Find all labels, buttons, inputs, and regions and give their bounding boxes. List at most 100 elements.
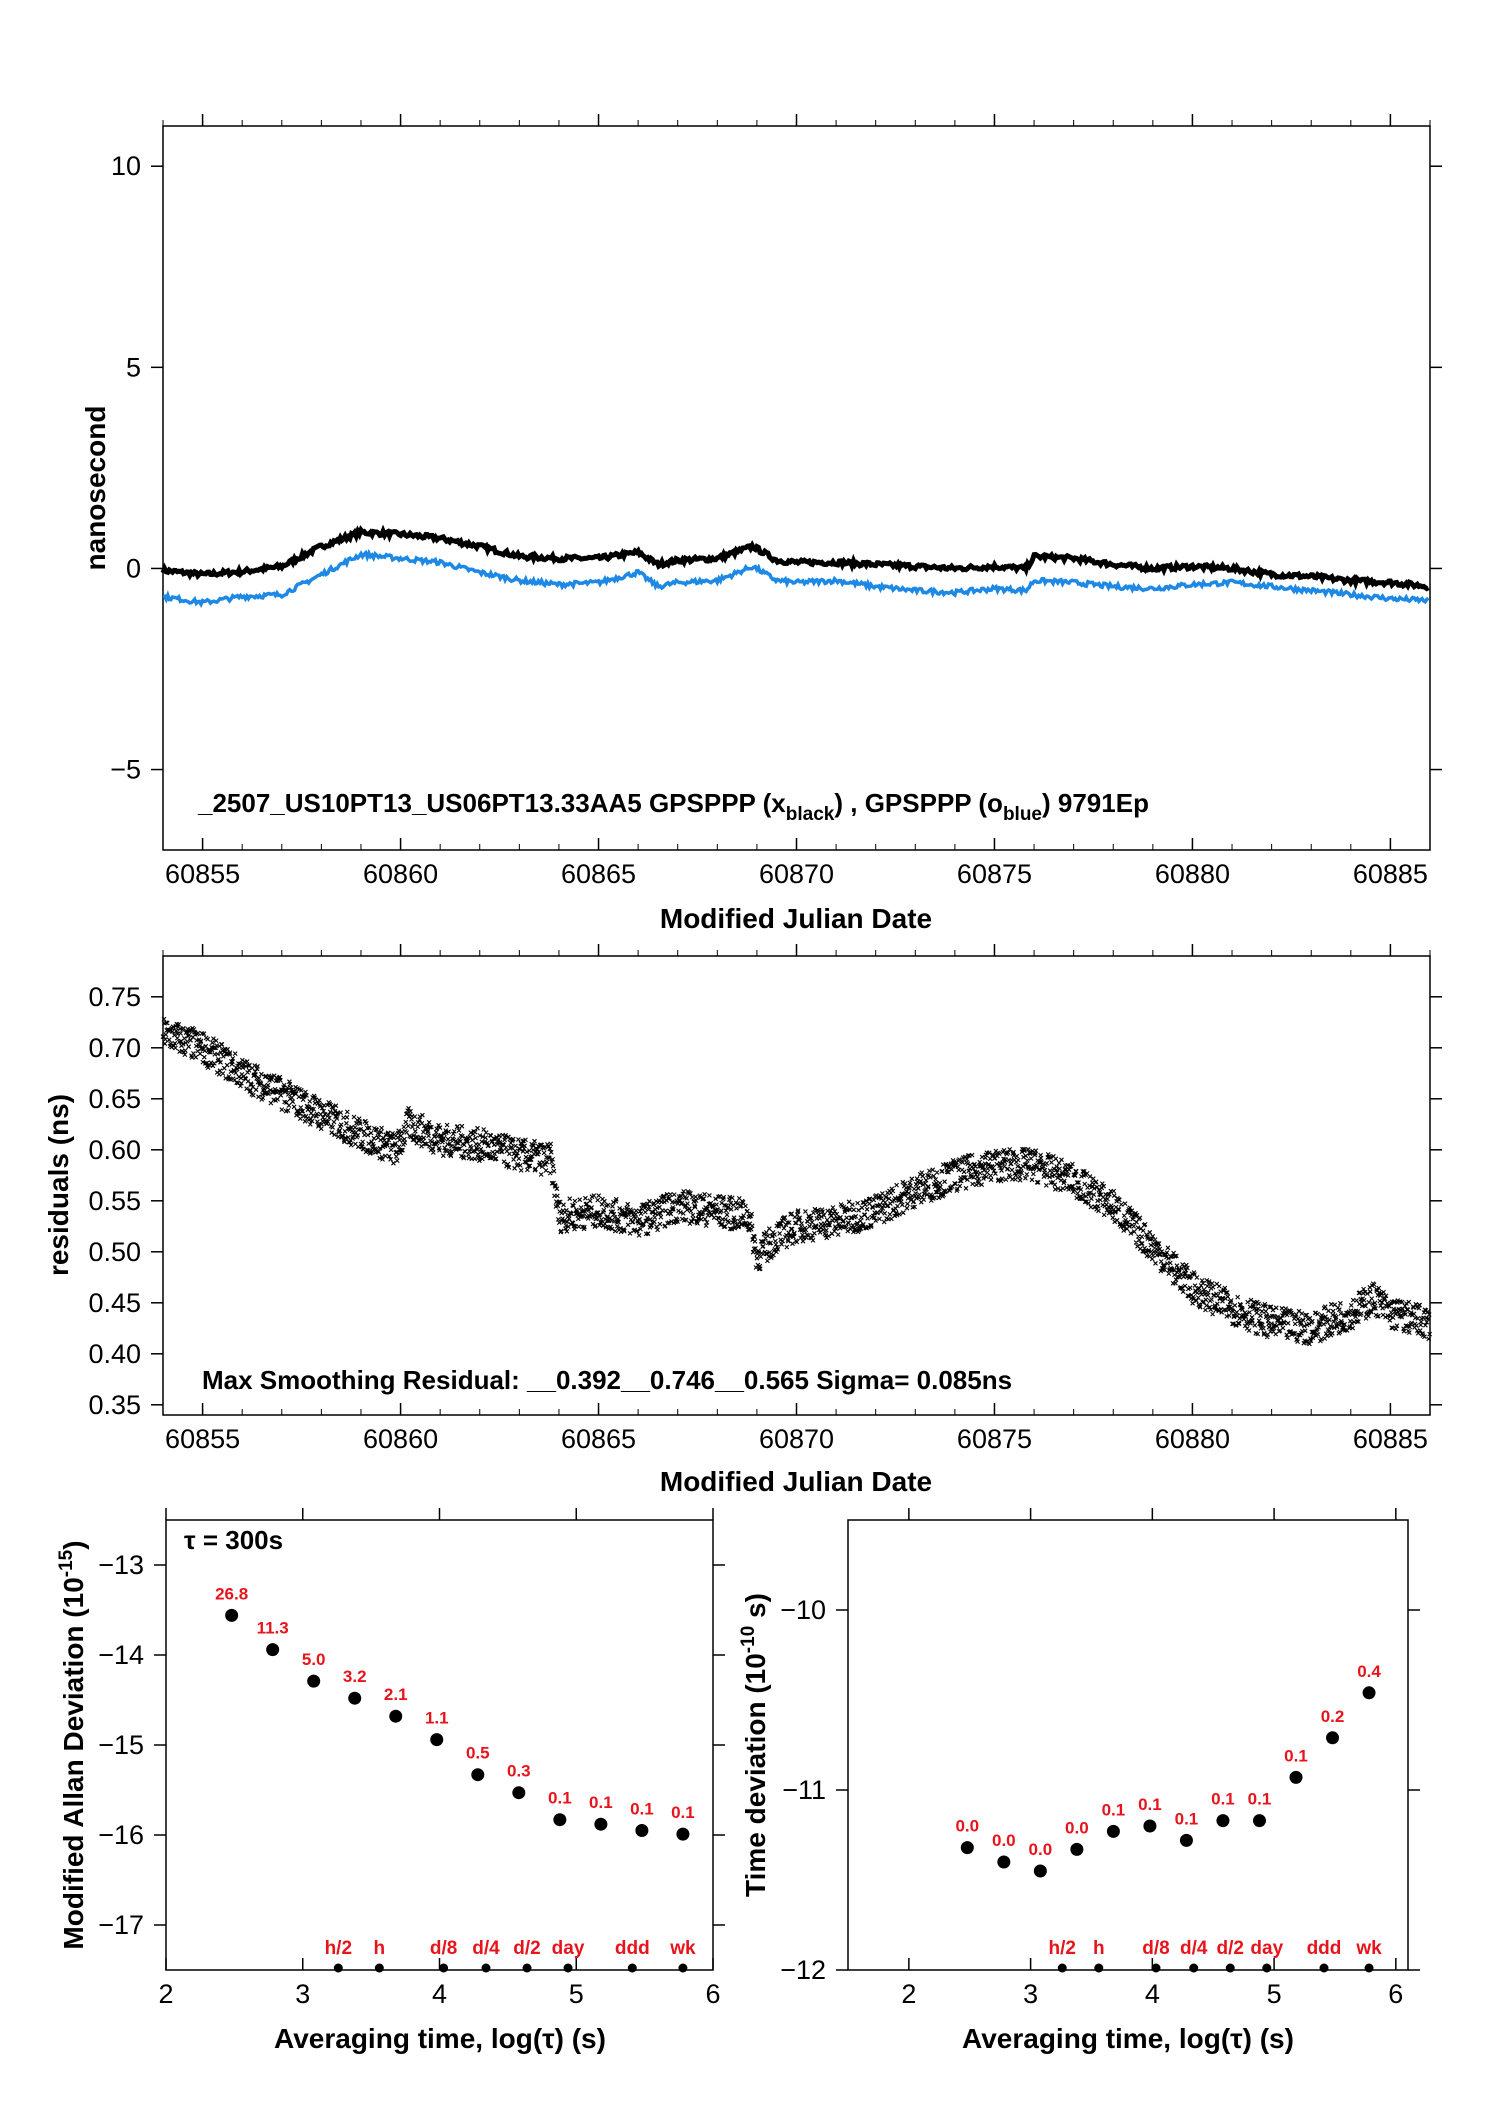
y-tick-label: 0.45 [88, 1288, 141, 1318]
time-marker-label: wk [1355, 1938, 1382, 1959]
series-layer [160, 524, 1430, 609]
point-label: 0.1 [630, 1800, 654, 1819]
point-label: 0.1 [589, 1793, 613, 1812]
data-point [1252, 1814, 1266, 1828]
data-point [553, 1813, 567, 1827]
axis-ticks: 2 3 4 5 6 −10 −11 −12 [780, 1508, 1420, 2009]
y-axis-label: residuals (ns) [43, 1094, 74, 1276]
point-label: 0.0 [1029, 1840, 1053, 1859]
point-label: 11.3 [257, 1619, 289, 1638]
time-marker-dot [678, 1963, 688, 1973]
y-tick-label: −5 [110, 755, 141, 785]
time-marker-label: wk [669, 1938, 696, 1959]
point-label: 0.3 [507, 1762, 531, 1781]
x-tick-label: 60875 [957, 859, 1032, 889]
point-label: 0.1 [671, 1803, 695, 1822]
point-label: 0.0 [955, 1817, 979, 1836]
data-point [635, 1824, 649, 1837]
y-tick-label: 0.35 [88, 1390, 141, 1420]
point-label: 0.0 [1065, 1818, 1089, 1837]
x-tick-label: 60855 [165, 859, 240, 889]
annotation-sub-black: black [786, 804, 835, 825]
x-tick-label: 2 [158, 1979, 173, 2009]
series-black-line [160, 524, 1430, 592]
data-point [1289, 1770, 1303, 1784]
data-point [997, 1855, 1011, 1869]
point-label: 5.0 [302, 1650, 326, 1669]
series-blue-line [162, 548, 1430, 609]
residual-points [160, 1016, 1433, 1347]
time-marker-label: h/2 [1049, 1938, 1076, 1959]
data-point [594, 1817, 608, 1831]
data-point [1216, 1814, 1230, 1828]
axis-ticks: 60855 60860 60865 60870 60875 60880 60885 10 5 0 −… [110, 114, 1442, 889]
x-tick-label: 3 [295, 1979, 310, 2009]
time-marker-dot [481, 1963, 491, 1973]
time-marker-label: d/4 [472, 1938, 500, 1959]
y-tick-label: 0 [126, 553, 141, 583]
x-tick-label: 5 [1267, 1979, 1282, 2009]
residual-annotation: Max Smoothing Residual: __0.392__0.746__… [202, 1365, 1012, 1395]
data-point [960, 1841, 974, 1855]
point-label: 0.1 [1102, 1800, 1126, 1819]
y-tick-label: 0.75 [88, 982, 141, 1012]
time-marker-dot [374, 1963, 384, 1973]
data-point [225, 1608, 239, 1622]
y-tick-label: 0.50 [88, 1237, 141, 1267]
series-layer: 0.0 0.0 0.0 0.0 0.1 0.1 0.1 0.1 0.1 0.1 0.2 0.4 h/2 h… [955, 1662, 1382, 1973]
y-tick-label: −17 [98, 1910, 144, 1940]
x-tick-label: 60880 [1155, 859, 1230, 889]
time-marker-label: d/4 [1180, 1938, 1208, 1959]
x-tick-label: 4 [1145, 1979, 1160, 2009]
x-tick-label: 6 [1388, 1979, 1403, 2009]
time-marker-dot [1319, 1963, 1329, 1973]
data-point [266, 1643, 280, 1657]
time-marker-label: day [552, 1938, 585, 1959]
point-label: 0.1 [548, 1789, 572, 1808]
point-label: 26.8 [215, 1584, 248, 1603]
data-point [307, 1674, 321, 1688]
point-label: 0.1 [1175, 1809, 1199, 1828]
y-tick-label: −13 [98, 1550, 144, 1580]
x-axis-label: Modified Julian Date [660, 903, 932, 934]
point-label: 0.2 [1321, 1707, 1345, 1726]
panel-modified-allan: 2 3 4 5 6 −13 −14 −15 −16 −17 26.8 11.3 5.0 3.2 2.1 1.… [56, 1508, 725, 2054]
annotation-sub-blue: blue [1003, 804, 1042, 825]
point-label: 0.1 [1211, 1790, 1235, 1809]
y-tick-label: −10 [780, 1595, 826, 1625]
x-tick-label: 60855 [165, 1424, 240, 1454]
point-label: 3.2 [343, 1667, 367, 1686]
y-axis-label-main: Modified Allan Deviation (10 [58, 1577, 89, 1949]
data-point [1179, 1833, 1193, 1847]
x-tick-label: 4 [432, 1979, 447, 2009]
axis-ticks: 2 3 4 5 6 −13 −14 −15 −16 −17 [98, 1508, 725, 2009]
time-marker-label: d/8 [1142, 1938, 1169, 1959]
y-tick-label: 10 [111, 151, 141, 181]
panel-residuals: 60855 60860 60865 60870 60875 60880 60885 0.75 0… [43, 944, 1442, 1497]
data-point [471, 1768, 485, 1782]
time-marker-dot [627, 1963, 637, 1973]
annotation-mid: ) , GPSPPP (o [834, 788, 1003, 818]
x-axis-label: Averaging time, log(τ) (s) [274, 2023, 606, 2054]
data-point [1106, 1824, 1120, 1838]
series-layer [160, 1016, 1433, 1347]
point-label: 0.0 [992, 1831, 1016, 1850]
time-marker-dot [1057, 1963, 1067, 1973]
y-axis-label-main: Time deviation (10 [740, 1653, 771, 1897]
x-tick-label: 60885 [1353, 1424, 1428, 1454]
y-tick-label: 0.40 [88, 1339, 141, 1369]
y-tick-label: 0.55 [88, 1186, 141, 1216]
plot-frame [162, 955, 1431, 1416]
tau-label: τ = 300s [184, 1525, 283, 1555]
time-marker-dot [1225, 1963, 1235, 1973]
time-marker-label: day [1250, 1938, 1283, 1959]
data-point [676, 1827, 690, 1841]
data-point [1033, 1864, 1047, 1878]
x-tick-label: 60870 [759, 1424, 834, 1454]
time-marker-dot [563, 1963, 573, 1973]
y-axis-label: Modified Allan Deviation (10-15) [56, 1540, 89, 1949]
time-marker-dot [439, 1963, 449, 1973]
panel-time-deviation: 2 3 4 5 6−10−11−12 0.00.0 0.00.00.1 0.10.10.1 0… [738, 1508, 1420, 2054]
data-point [1362, 1686, 1376, 1700]
